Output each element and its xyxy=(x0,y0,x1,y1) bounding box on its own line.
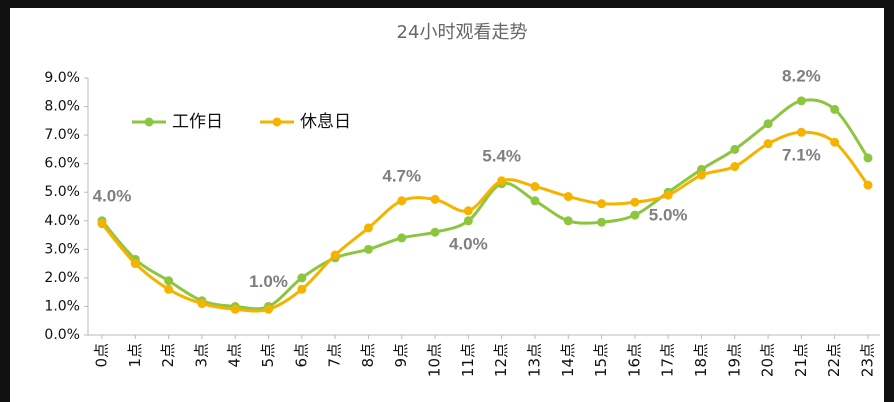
data-label: 4.0% xyxy=(449,234,488,253)
point xyxy=(630,210,640,220)
x-tick-label: 23点 xyxy=(859,343,877,377)
y-tick-label: 3.0% xyxy=(44,241,80,257)
data-label: 4.7% xyxy=(382,166,421,185)
x-tick-label: 12点 xyxy=(492,343,510,377)
y-tick-label: 2.0% xyxy=(44,270,80,286)
point xyxy=(330,250,340,260)
point xyxy=(530,182,540,192)
y-tick-label: 1.0% xyxy=(44,298,80,314)
point xyxy=(763,119,773,129)
x-tick-label: 16点 xyxy=(625,343,643,377)
x-tick-label: 14点 xyxy=(559,343,577,377)
point xyxy=(463,206,473,216)
x-tick-label: 8点 xyxy=(359,343,377,368)
point xyxy=(730,162,740,172)
point xyxy=(363,244,373,254)
x-tick-label: 6点 xyxy=(292,343,310,368)
point xyxy=(830,137,840,147)
data-label: 7.1% xyxy=(782,146,821,165)
legend-label: 休息日 xyxy=(300,112,351,132)
x-tick-label: 15点 xyxy=(592,343,610,377)
x-tick-label: 19点 xyxy=(725,343,743,377)
point xyxy=(430,194,440,204)
point xyxy=(363,223,373,233)
point xyxy=(297,284,307,294)
point xyxy=(863,153,873,163)
point xyxy=(397,196,407,206)
point xyxy=(197,299,207,309)
y-tick-label: 5.0% xyxy=(44,184,80,200)
x-tick-label: 0点 xyxy=(93,343,111,368)
point xyxy=(597,199,607,209)
point xyxy=(563,192,573,202)
point xyxy=(97,219,107,229)
point xyxy=(597,217,607,227)
x-tick-label: 18点 xyxy=(692,343,710,377)
x-tick-label: 3点 xyxy=(192,343,210,368)
point xyxy=(563,216,573,226)
chart-title: 24小时观看走势 xyxy=(397,22,528,43)
point xyxy=(430,227,440,237)
x-tick-label: 1点 xyxy=(126,343,144,368)
point xyxy=(830,104,840,114)
point xyxy=(530,196,540,206)
point xyxy=(730,144,740,154)
point xyxy=(397,233,407,243)
data-label: 1.0% xyxy=(249,272,288,291)
point xyxy=(796,127,806,137)
point xyxy=(863,180,873,190)
x-tick-label: 10点 xyxy=(426,343,444,377)
point xyxy=(164,284,174,294)
x-tick-label: 21点 xyxy=(792,343,810,377)
point xyxy=(297,273,307,283)
point xyxy=(630,197,640,207)
x-tick-label: 11点 xyxy=(459,343,477,377)
x-tick-label: 17点 xyxy=(659,343,677,377)
point xyxy=(463,216,473,226)
y-tick-label: 0.0% xyxy=(44,327,80,343)
legend-marker xyxy=(272,117,282,127)
x-tick-label: 22点 xyxy=(825,343,843,377)
y-tick-label: 6.0% xyxy=(44,156,80,172)
point xyxy=(796,96,806,106)
data-label: 4.0% xyxy=(93,186,132,205)
point xyxy=(264,304,274,314)
x-tick-label: 7点 xyxy=(326,343,344,368)
point xyxy=(696,170,706,180)
point xyxy=(230,304,240,314)
y-tick-label: 9.0% xyxy=(44,70,80,86)
point xyxy=(663,190,673,200)
y-tick-label: 7.0% xyxy=(44,127,80,143)
data-label: 5.0% xyxy=(649,206,688,225)
x-tick-label: 13点 xyxy=(525,343,543,377)
y-tick-label: 4.0% xyxy=(44,213,80,229)
data-label: 5.4% xyxy=(482,146,521,165)
point xyxy=(130,259,140,269)
y-tick-label: 8.0% xyxy=(44,99,80,115)
x-tick-label: 2点 xyxy=(159,343,177,368)
data-label: 8.2% xyxy=(782,66,821,85)
point xyxy=(497,176,507,186)
legend-label: 工作日 xyxy=(172,112,223,132)
x-tick-label: 9点 xyxy=(392,343,410,368)
point xyxy=(164,276,174,286)
x-tick-label: 20点 xyxy=(759,343,777,377)
point xyxy=(763,139,773,149)
x-tick-label: 5点 xyxy=(259,343,277,368)
x-tick-label: 4点 xyxy=(226,343,244,368)
legend-marker xyxy=(144,117,154,127)
